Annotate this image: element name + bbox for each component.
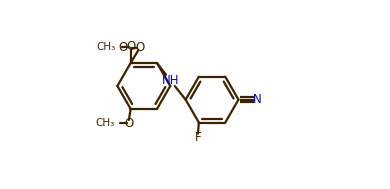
Text: O: O — [126, 40, 135, 53]
Text: CH₃: CH₃ — [97, 42, 116, 52]
Text: O: O — [118, 41, 127, 54]
Text: CH₃: CH₃ — [95, 118, 114, 128]
Text: O: O — [124, 117, 133, 130]
Text: N: N — [253, 93, 262, 106]
Text: NH: NH — [162, 74, 179, 87]
Text: F: F — [195, 131, 201, 143]
Text: O: O — [135, 41, 145, 54]
